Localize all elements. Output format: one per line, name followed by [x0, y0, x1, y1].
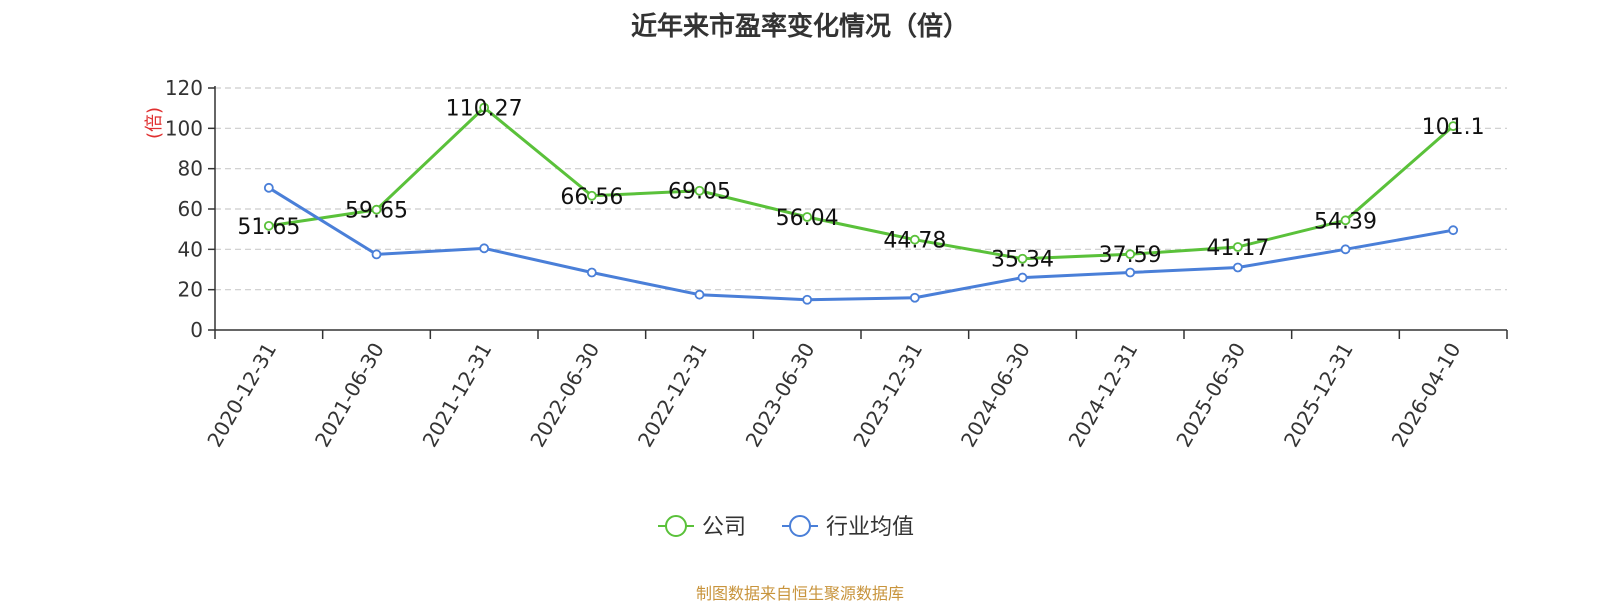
industry-avg-data-point: [586, 267, 597, 278]
company-data-point: [1232, 242, 1243, 252]
y-tick-label: 0: [190, 318, 203, 342]
industry-avg-data-point: [1448, 225, 1459, 236]
company-data-point: [1340, 215, 1351, 226]
x-tick-label: 2025-06-30: [1171, 339, 1250, 452]
x-tick-label: 2023-12-31: [848, 339, 927, 452]
company-data-point: [1125, 249, 1136, 260]
chart-title: 近年来市盈率变化情况（倍）: [630, 12, 969, 42]
company-data-point: [694, 185, 705, 196]
industry-avg-data-point: [1340, 244, 1351, 255]
industry-avg-data-point: [263, 182, 274, 193]
industry-avg-data-point: [1125, 267, 1136, 278]
industry-avg-data-point: [694, 289, 705, 300]
company-data-label: 69.05: [668, 180, 731, 205]
company-data-point: [1017, 253, 1028, 264]
company-data-label: 37.59: [1099, 243, 1162, 268]
industry-avg-data-point: [909, 292, 920, 303]
x-tick-label: 2023-06-30: [741, 339, 820, 452]
y-axis-label: (倍): [144, 107, 165, 139]
industry-avg-data-point: [1017, 272, 1028, 283]
company-data-label: 56.04: [776, 206, 839, 231]
x-tick-label: 2025-12-31: [1279, 339, 1358, 452]
x-tick-label: 2026-04-10: [1387, 339, 1466, 452]
x-tick-label: 2020-12-31: [202, 339, 281, 452]
x-tick-label: 2024-12-31: [1064, 339, 1143, 452]
axes: 0 20 40 60 80 100 120(倍) 2020-12-31 2021-06-30 20…: [144, 76, 1508, 452]
company-data-label: 51.65: [237, 215, 300, 240]
legend-label: 行业均值: [826, 515, 914, 540]
y-tick-label: 120: [165, 76, 203, 100]
company-data-point: [909, 234, 920, 245]
y-tick-label: 60: [178, 197, 203, 221]
legend-item-company[interactable]: 公司: [658, 515, 746, 540]
grid-lines: [215, 87, 1507, 291]
data-labels: 51.65 59.65 110.27 66.56 69.05 56.04 44.78 35.3…: [237, 97, 1484, 273]
company-data-point: [586, 190, 597, 201]
company-data-point: [371, 204, 382, 215]
industry-avg-data-point: [479, 243, 490, 254]
source-note: 制图数据来自恒生聚源数据库: [695, 584, 904, 603]
legend-swatch-marker: [789, 515, 811, 537]
legend-swatch-marker: [665, 515, 687, 537]
legend[interactable]: 公司 行业均值: [658, 515, 914, 540]
series-lines: [263, 102, 1459, 305]
y-tick-label: 40: [178, 237, 203, 261]
industry-avg-data-point: [371, 249, 382, 260]
company-data-label: 35.34: [991, 248, 1054, 273]
company-data-point: [1448, 121, 1459, 132]
company-data-point: [479, 102, 490, 113]
company-data-point: [263, 220, 274, 231]
company-data-label: 59.65: [345, 199, 408, 224]
y-tick-label: 100: [165, 116, 203, 140]
legend-item-industry-avg[interactable]: 行业均值: [782, 515, 914, 540]
company-data-label: 54.39: [1314, 209, 1377, 234]
industry-avg-series-line: [268, 186, 1454, 302]
company-data-point: [802, 212, 813, 222]
company-data-label: 41.17: [1206, 236, 1269, 261]
company-data-label: 66.56: [560, 185, 623, 210]
company-series-line: [268, 106, 1455, 261]
industry-avg-data-point: [1232, 262, 1243, 273]
industry-avg-data-point: [802, 294, 813, 305]
company-data-label: 101.1: [1422, 115, 1485, 140]
x-tick-label: 2022-12-31: [633, 339, 712, 452]
x-tick-label: 2024-06-30: [956, 339, 1035, 452]
legend-label: 公司: [702, 515, 746, 540]
y-tick-label: 20: [178, 278, 203, 302]
x-tick-label: 2021-06-30: [310, 339, 389, 452]
company-data-label: 44.78: [883, 229, 946, 254]
x-tick-label: 2022-06-30: [525, 339, 604, 452]
company-data-label: 110.27: [446, 97, 523, 122]
x-tick-label: 2021-12-31: [418, 339, 497, 452]
y-tick-label: 80: [178, 157, 203, 181]
